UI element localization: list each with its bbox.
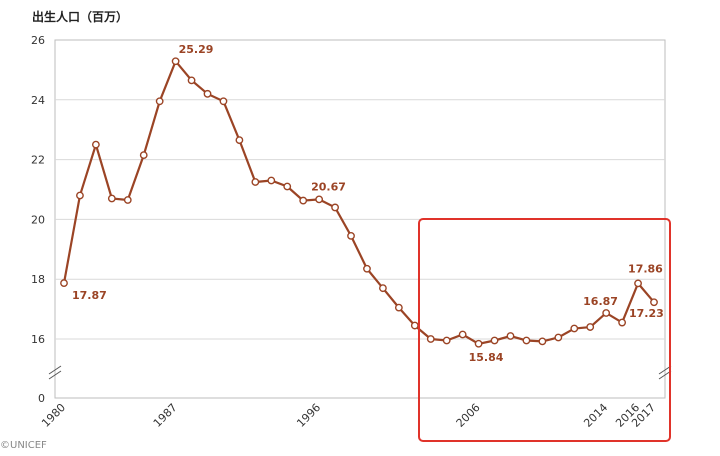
data-point [283,182,292,191]
y-tick-label: 18 [31,273,45,286]
data-point [490,336,499,345]
x-tick-label: 1987 [151,401,180,430]
y-axis-title: 出生人口（百万） [32,10,129,24]
data-point [570,324,579,333]
x-tick-label: 1980 [39,401,68,430]
data-point [347,231,355,240]
axis-break-mark [48,365,62,375]
data-point [123,196,132,204]
y-tick-label: 0 [38,392,45,405]
data-label: 17.87 [72,289,107,302]
data-label: 17.23 [629,307,664,320]
data-point [506,332,515,340]
data-point [299,196,308,205]
series-line [62,59,655,345]
data-point [107,194,116,203]
data-point [187,76,196,85]
data-point [618,318,627,327]
x-tick-label: 2014 [581,401,610,430]
data-point [442,336,451,345]
data-point [267,176,276,185]
data-point [251,178,260,186]
y-tick-label: 16 [31,333,45,346]
data-label: 17.86 [628,262,663,275]
x-tick-label: 2006 [454,401,483,430]
data-point [331,203,339,212]
data-point [554,333,563,342]
data-point [155,97,164,106]
data-point [474,339,483,348]
data-point [379,284,387,293]
data-point [634,279,642,288]
data-point [60,279,68,287]
data-label: 16.87 [583,295,618,308]
data-point [139,151,148,160]
data-point [410,321,419,330]
data-point [363,264,371,273]
data-point [650,298,658,307]
data-point [394,303,403,312]
data-label: 25.29 [179,43,214,56]
x-tick-label: 1996 [294,401,323,430]
data-point [602,309,611,317]
axis-break-mark [48,370,62,380]
y-tick-label: 22 [31,154,45,167]
data-point [219,97,228,106]
data-point [171,57,180,66]
data-point [458,330,467,339]
data-point [586,323,595,331]
data-point [426,335,435,343]
data-point [91,140,100,149]
y-tick-label: 20 [31,213,45,226]
y-tick-label: 26 [31,34,45,47]
footer-watermark: ©UNICEF [0,440,47,451]
data-point [203,89,212,98]
data-point [76,191,84,200]
data-label: 20.67 [311,180,346,193]
data-point [315,195,324,204]
highlight-box [418,218,671,442]
data-point [538,337,547,346]
y-tick-label: 24 [31,94,45,107]
data-point [235,136,244,145]
data-label: 15.84 [469,351,504,364]
data-point [522,336,531,345]
